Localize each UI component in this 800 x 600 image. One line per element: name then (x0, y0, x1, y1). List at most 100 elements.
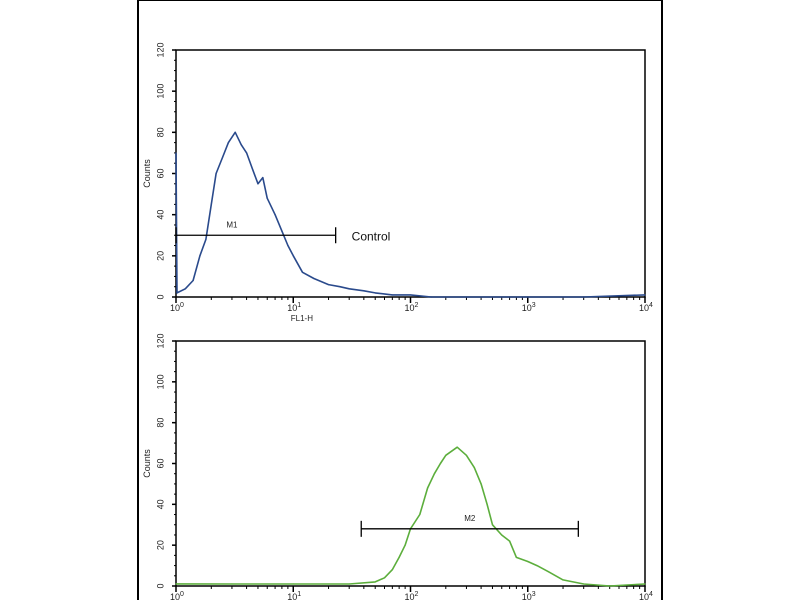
histogram-line (175, 446, 646, 587)
data-point (274, 214, 276, 216)
y-axis-label: Counts (142, 159, 152, 188)
data-point (404, 544, 406, 546)
data-point (562, 579, 564, 581)
data-point (292, 583, 294, 585)
y-tick-label: 0 (155, 294, 165, 299)
y-tick-label: 80 (155, 127, 165, 137)
data-point (419, 513, 421, 516)
data-point (313, 277, 315, 280)
y-tick-label: 120 (155, 42, 165, 57)
data-point (245, 152, 248, 154)
data-point (192, 279, 194, 282)
data-point (480, 483, 482, 485)
y-tick-label: 20 (155, 251, 165, 261)
data-point (374, 292, 376, 294)
y-tick-label: 60 (155, 168, 165, 178)
data-point (473, 466, 475, 469)
data-point (439, 462, 442, 465)
x-tick-label: 101 (287, 302, 301, 313)
data-point (465, 454, 468, 456)
x-tick-label: 103 (522, 302, 536, 313)
data-point (430, 296, 432, 298)
y-tick-label: 100 (155, 374, 165, 389)
data-point (339, 286, 341, 288)
y-tick-label: 20 (155, 540, 165, 550)
x-tick-label: 102 (405, 302, 419, 313)
data-point (433, 473, 436, 475)
data-point (266, 197, 268, 199)
annotation-label: Control (352, 229, 391, 243)
data-point (215, 172, 217, 175)
data-point (205, 238, 207, 240)
data-point (501, 534, 503, 536)
data-point (251, 168, 254, 170)
plot-area-border (175, 49, 646, 298)
y-tick-label: 80 (155, 418, 165, 428)
x-tick-label: 103 (522, 591, 536, 600)
data-point (536, 564, 538, 567)
data-point (184, 288, 186, 290)
data-point (287, 244, 289, 247)
x-tick-label: 100 (170, 302, 184, 313)
data-point (609, 585, 611, 587)
x-tick-label: 100 (170, 591, 184, 600)
x-axis-label: FL1-H (291, 314, 313, 323)
data-point (527, 296, 529, 298)
data-point (456, 446, 458, 448)
data-point (547, 571, 549, 573)
data-point (409, 294, 412, 296)
data-point (398, 556, 400, 559)
data-point (240, 144, 242, 146)
data-point (227, 142, 230, 144)
figure-frame (137, 0, 663, 600)
data-point (363, 290, 365, 292)
data-point (486, 503, 488, 505)
data-point (327, 284, 330, 286)
data-point (644, 583, 646, 585)
data-point (301, 271, 304, 273)
y-axis-label: Counts (142, 449, 152, 478)
data-point (583, 583, 585, 585)
data-point (175, 583, 177, 585)
plot-area-border (175, 340, 646, 587)
data-point (427, 487, 429, 489)
data-point (465, 296, 468, 298)
data-point (257, 183, 259, 185)
data-point (391, 569, 393, 571)
y-tick-label: 40 (155, 210, 165, 220)
y-tick-label: 0 (155, 583, 165, 588)
y-tick-label: 60 (155, 458, 165, 468)
data-point (348, 583, 350, 585)
data-point (231, 583, 233, 585)
data-point (348, 288, 350, 290)
histogram-line (175, 131, 646, 298)
data-point (234, 131, 236, 133)
x-tick-label: 104 (639, 302, 653, 313)
data-point (176, 292, 178, 294)
data-point (383, 577, 386, 579)
data-point (292, 255, 294, 257)
data-point (222, 156, 224, 158)
data-point (583, 296, 585, 298)
data-point (262, 177, 264, 179)
marker-label: M1 (226, 220, 238, 229)
data-point (210, 203, 212, 205)
y-tick-label: 100 (155, 84, 165, 99)
x-tick-label: 102 (405, 591, 419, 600)
data-point (515, 556, 517, 559)
data-point (644, 294, 646, 296)
y-tick-label: 40 (155, 499, 165, 509)
data-point (445, 454, 447, 456)
y-tick-label: 120 (155, 333, 165, 348)
data-point (491, 524, 494, 526)
data-point (281, 230, 283, 232)
data-point (199, 255, 201, 257)
x-tick-label: 101 (287, 591, 301, 600)
histogram-panel-2: 0 20 40 60 80 100 120 Counts 100 101 102 103 104 M2 (142, 333, 653, 600)
data-point (175, 152, 177, 154)
data-point (508, 540, 511, 542)
x-tick-label: 104 (639, 591, 653, 600)
histogram-panel-1: 0 20 40 60 80 100 120 Counts 100 101 102 103 104 FL1-… (142, 42, 653, 323)
marker-label: M2 (464, 514, 476, 523)
